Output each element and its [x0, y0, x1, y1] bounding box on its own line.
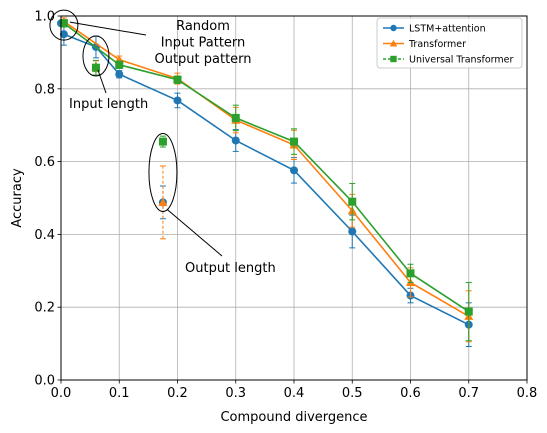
legend-label: LSTM+attention — [409, 24, 486, 35]
grid — [60, 15, 528, 381]
series-line — [63, 20, 470, 317]
x-tick-label: 0.4 — [284, 386, 305, 401]
y-tick-label: 0.8 — [34, 82, 55, 97]
y-axis-label: Accuracy — [10, 168, 25, 228]
data-point — [115, 60, 124, 69]
y-tick-label: 0.2 — [34, 301, 55, 316]
data-point — [173, 96, 182, 105]
x-tick-label: 0.3 — [225, 386, 246, 401]
data-point — [91, 63, 100, 72]
data-point — [158, 197, 168, 206]
annotation-line: Output pattern — [154, 52, 251, 67]
annotation-line: Random — [176, 19, 230, 34]
data-point — [59, 19, 68, 28]
series-line — [63, 33, 470, 326]
x-tick-label: 0.1 — [109, 386, 130, 401]
data-point — [290, 137, 298, 146]
data-point — [173, 75, 182, 84]
x-tick-label: 0.8 — [517, 386, 538, 401]
legend-marker — [389, 39, 398, 47]
x-tick-label: 0.7 — [458, 386, 479, 401]
series-line — [63, 22, 470, 313]
data-point — [231, 113, 240, 122]
legend-box — [376, 17, 523, 69]
annotation-arrow — [97, 69, 107, 94]
annotation-text: Input length — [69, 97, 148, 112]
annotation-layer: Random Input Pattern Output pattern Input l… — [49, 9, 276, 276]
annotation-ellipse — [82, 35, 110, 77]
data-point — [115, 70, 124, 79]
series-extra-1 — [91, 60, 168, 240]
x-tick-label: 0.0 — [51, 386, 72, 401]
y-tick-label: 1.0 — [34, 10, 55, 25]
y-tick-label: 0.4 — [34, 228, 55, 243]
annotation-arrow — [166, 208, 223, 257]
series-2 — [59, 19, 473, 342]
x-axis-label: Compound divergence — [220, 410, 367, 425]
data-point — [406, 269, 415, 278]
annotation-line: Input Pattern — [161, 36, 246, 51]
annotation-ellipse — [49, 9, 79, 41]
y-tick-label: 0.0 — [34, 374, 55, 389]
legend-marker — [390, 55, 397, 63]
data-point — [464, 307, 473, 316]
axis-ticks: 0.0 0.1 0.2 0.3 0.4 0.5 0.6 0.7 0.8 0.0 0.2 0.4 0.6 0… — [34, 10, 537, 402]
data-point — [348, 197, 357, 206]
legend-label: Transformer — [408, 39, 466, 50]
legend: LSTM+attention Transformer Universal Trans… — [376, 17, 523, 69]
annotation-ellipse — [148, 133, 178, 213]
data-point — [231, 136, 240, 145]
data-point — [290, 166, 298, 175]
x-tick-label: 0.5 — [342, 386, 363, 401]
data-point — [158, 137, 167, 146]
data-point — [348, 227, 357, 236]
series-layer — [57, 16, 474, 348]
x-tick-label: 0.6 — [400, 386, 421, 401]
legend-label: Universal Transformer — [409, 55, 514, 66]
x-tick-label: 0.2 — [167, 386, 188, 401]
annotation-text: Output length — [185, 261, 276, 276]
legend-marker — [390, 24, 397, 32]
series-extra-2 — [91, 59, 167, 148]
data-point — [59, 30, 68, 39]
y-tick-label: 0.6 — [34, 155, 55, 170]
annotation-arrow — [69, 21, 147, 36]
annotation-text: Random Input Pattern Output pattern — [154, 19, 251, 67]
